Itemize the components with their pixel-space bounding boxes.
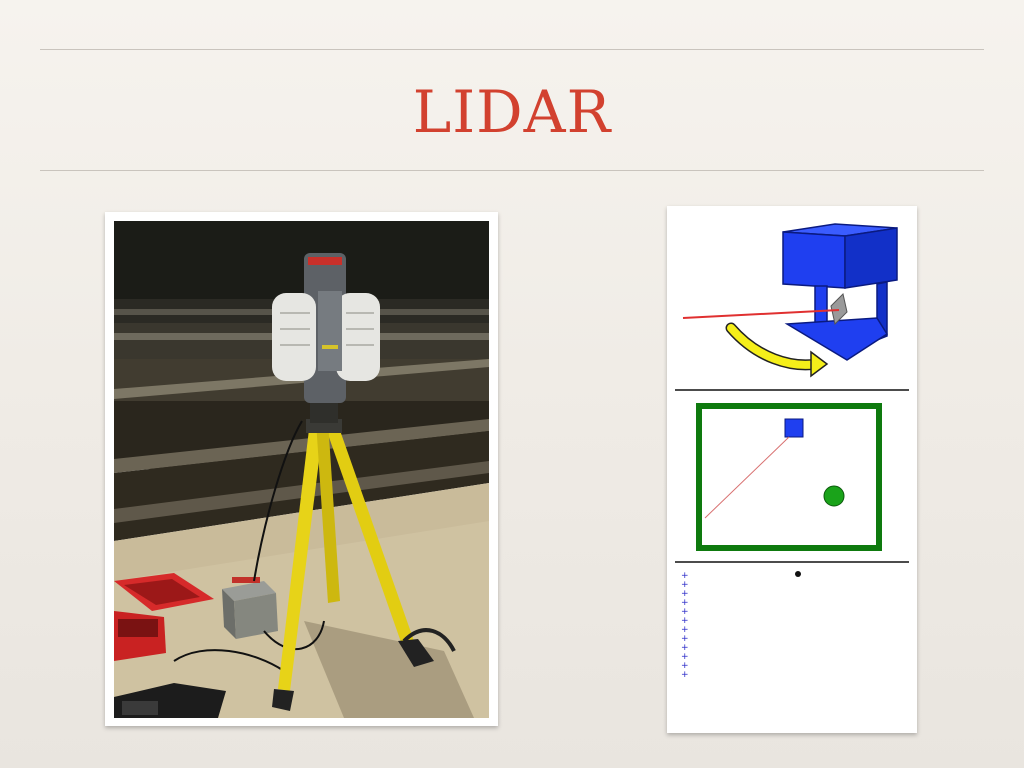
lidar-photo xyxy=(105,212,498,726)
scan-ray xyxy=(704,436,790,519)
cable-2 xyxy=(263,620,325,650)
cable-1 xyxy=(253,420,303,582)
top-divider xyxy=(40,49,984,50)
profile-point: + xyxy=(681,571,689,581)
scanner-position xyxy=(784,418,804,438)
profile-point: + xyxy=(681,634,689,644)
scanner-3d-illustration xyxy=(682,223,898,378)
step-4-edge xyxy=(114,419,489,473)
profile-points: ++++++++++++ xyxy=(681,571,689,680)
laser-beam xyxy=(682,309,840,319)
slide-title: LIDAR xyxy=(412,78,612,146)
scanner-front-face xyxy=(782,231,846,289)
scanner-head xyxy=(272,253,380,403)
black-case xyxy=(114,683,226,718)
profile-point: + xyxy=(681,661,689,671)
sweep-arrow-head xyxy=(810,350,829,378)
tripod xyxy=(272,401,456,711)
lidar-diagram-graphic: ++++++++++++ xyxy=(675,223,909,680)
profile-point: + xyxy=(681,607,689,617)
rotating-mirror xyxy=(830,293,848,325)
profile-point: + xyxy=(681,625,689,635)
battery-box xyxy=(222,577,278,639)
profile-point: + xyxy=(681,616,689,626)
profile-point: + xyxy=(681,580,689,590)
tripod-shadow xyxy=(304,621,474,718)
profile-point: + xyxy=(681,643,689,653)
cable-3 xyxy=(173,649,285,672)
lidar-diagram: + + + + + + + + + + + + xyxy=(667,206,917,733)
profile-point: + xyxy=(681,598,689,608)
profile-point: + xyxy=(681,589,689,599)
scanner-side-face xyxy=(844,227,898,289)
scan-profile: ++++++++++++ xyxy=(681,571,801,680)
profile-point: + xyxy=(681,652,689,662)
title-divider xyxy=(40,170,984,171)
step-5-edge xyxy=(114,461,489,523)
profile-point: + xyxy=(681,670,689,680)
red-equipment-case xyxy=(114,573,214,661)
room-walls xyxy=(696,403,882,551)
profile-origin-dot xyxy=(795,571,801,577)
sweep-arrow xyxy=(727,324,821,369)
lidar-photo-image xyxy=(114,221,489,718)
room-top-view xyxy=(696,403,882,551)
scanner-base xyxy=(784,317,889,361)
round-target xyxy=(823,485,845,507)
